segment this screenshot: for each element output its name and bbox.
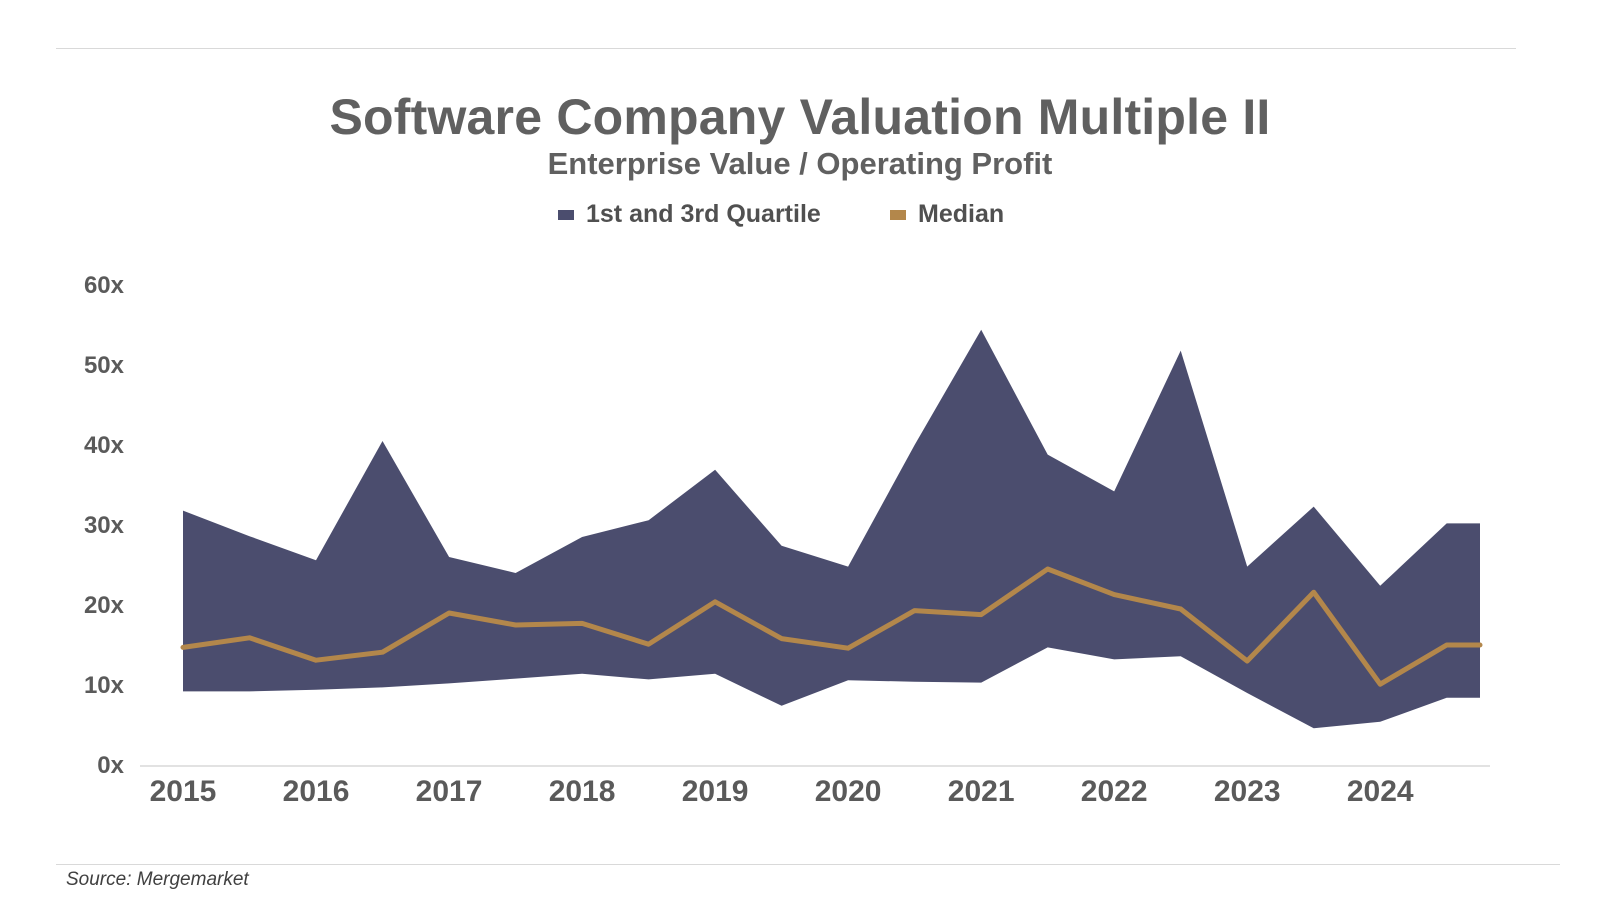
legend-label-median: Median [918, 200, 1005, 228]
x-tick-label: 2016 [283, 775, 350, 808]
legend-swatch-median [890, 209, 906, 220]
x-tick-label: 2023 [1214, 775, 1281, 808]
x-tick-label: 2018 [549, 775, 616, 808]
y-tick-label: 60x [84, 272, 125, 299]
legend-label-quartile: 1st and 3rd Quartile [586, 200, 821, 228]
x-tick-label: 2015 [150, 775, 217, 808]
x-tick-label: 2021 [948, 775, 1015, 808]
x-tick-label: 2024 [1347, 775, 1414, 808]
legend-item-quartile: 1st and 3rd Quartile [558, 200, 821, 229]
chart-subtitle: Enterprise Value / Operating Profit [547, 146, 1053, 181]
top-divider [56, 48, 1516, 49]
x-tick-label: 2022 [1081, 775, 1148, 808]
y-tick-label: 20x [84, 592, 125, 619]
y-tick-label: 0x [97, 752, 124, 779]
x-tick-label: 2019 [682, 775, 749, 808]
legend-swatch-quartile [558, 209, 574, 220]
chart-title: Software Company Valuation Multiple II [329, 89, 1271, 145]
x-tick-label: 2020 [815, 775, 882, 808]
quartile-band-area [183, 329, 1480, 729]
chart-legend: 1st and 3rd Quartile Median [0, 200, 1600, 234]
y-tick-label: 10x [84, 672, 125, 699]
y-tick-label: 40x [84, 432, 125, 459]
bottom-divider [56, 864, 1560, 865]
y-tick-label: 30x [84, 512, 125, 539]
x-tick-label: 2017 [416, 775, 483, 808]
y-tick-label: 50x [84, 352, 125, 379]
legend-item-median: Median [890, 200, 1004, 229]
source-note: Source: Mergemarket [66, 869, 249, 890]
